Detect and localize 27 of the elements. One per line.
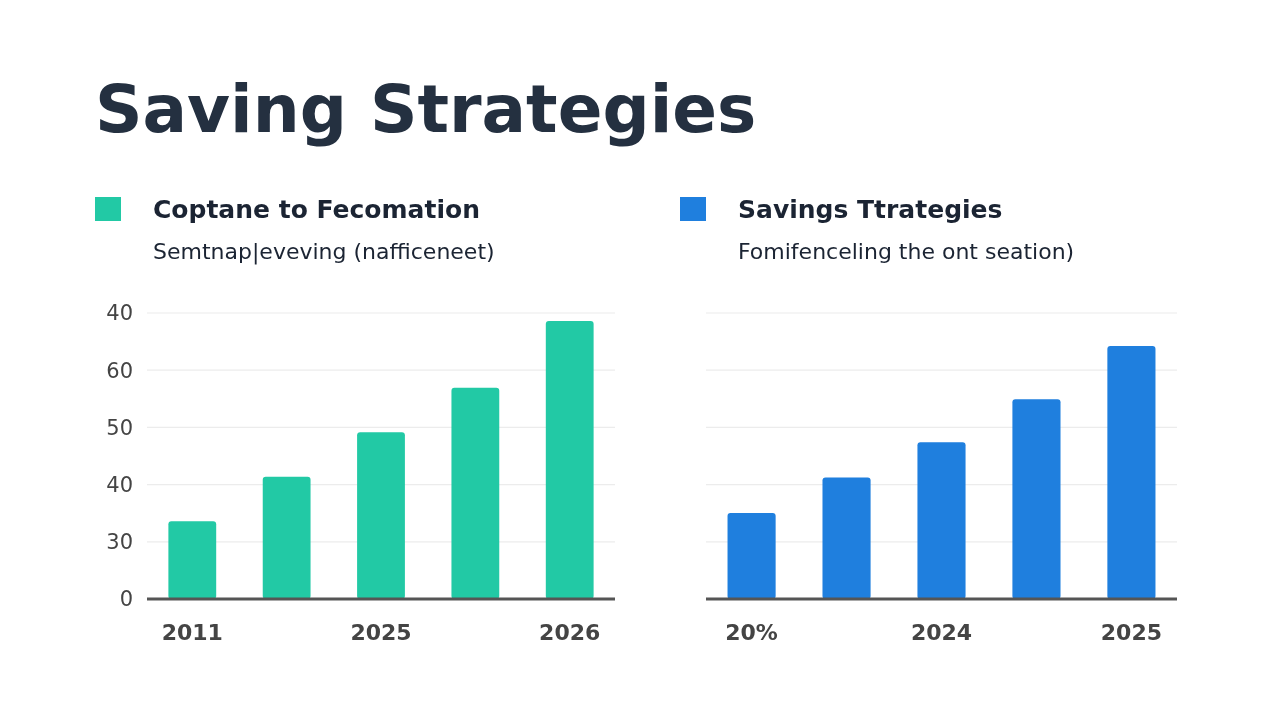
bar: [1012, 399, 1061, 599]
legend-label: Coptane to Fecomation: [153, 195, 480, 224]
text: 60: [106, 358, 133, 383]
chart-subtitle: Semtnap|eveving (nafficeneet): [153, 239, 495, 265]
x-tick-label: 20%: [725, 620, 778, 645]
bar: [822, 477, 871, 599]
chart-title: Saving Strategies: [95, 71, 757, 148]
bar: [1107, 346, 1156, 599]
text: 40: [106, 472, 133, 497]
text: 40: [106, 301, 133, 326]
x-tick-label: 2025: [350, 620, 412, 645]
bar: [168, 521, 217, 599]
text: 30: [106, 530, 133, 555]
bar: [262, 476, 311, 599]
text: 50: [106, 415, 133, 440]
text: 0: [119, 587, 133, 612]
bar: [451, 387, 500, 599]
bar: [727, 512, 776, 599]
bar: [545, 321, 594, 599]
x-tick-label: 2024: [910, 620, 973, 645]
x-tick-label: 2011: [161, 620, 223, 645]
x-tick-label: 2025: [1100, 620, 1163, 645]
legend-label: Savings Ttrategies: [738, 195, 1003, 224]
bar: [357, 432, 405, 599]
bar: [917, 442, 966, 599]
x-tick-label: 2026: [539, 620, 601, 645]
chart-subtitle: Fomifenceling the ont seation): [738, 239, 1075, 264]
